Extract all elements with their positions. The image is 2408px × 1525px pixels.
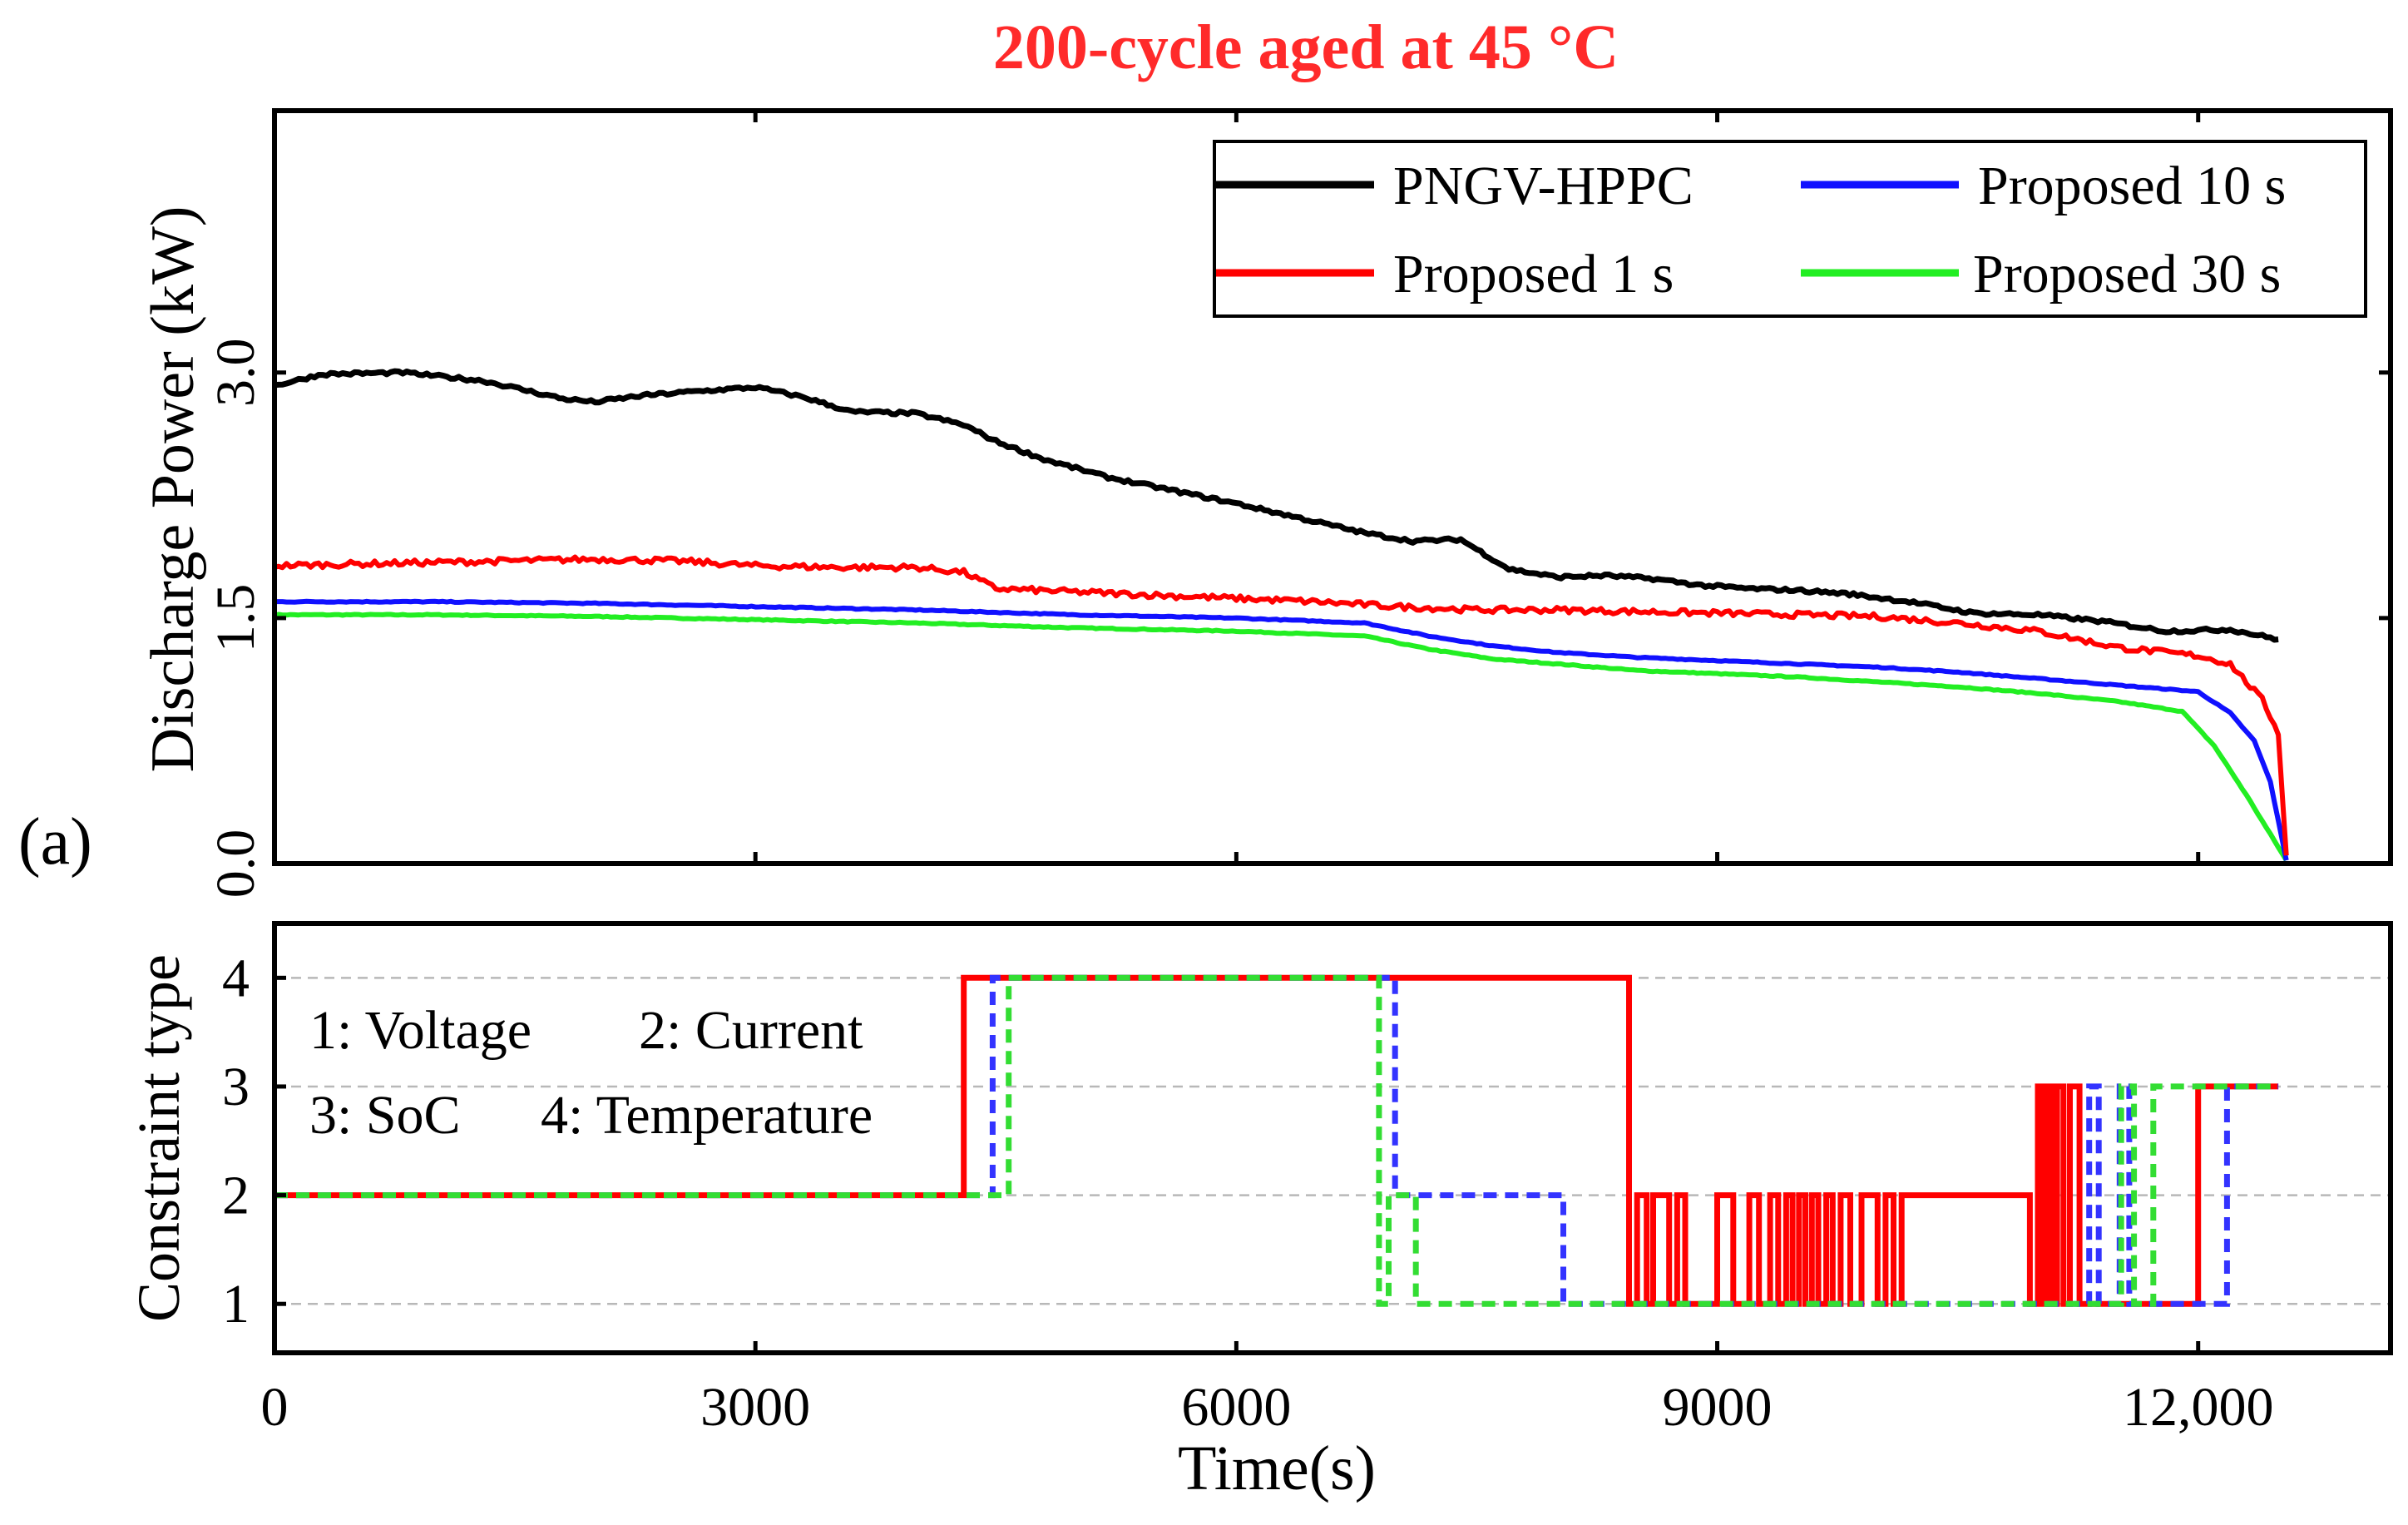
- legend-label-proposed-30s: Proposed 30 s: [1973, 244, 2281, 305]
- legend-box: [1213, 140, 2367, 318]
- panel-b-xtick-label-4: 12,000: [2123, 1377, 2274, 1438]
- series-line-pngv-hppc: [274, 368, 2279, 643]
- constraint-key-current: 2: Current: [639, 1000, 863, 1061]
- panel-b-ylabel: Constraint type: [126, 954, 192, 1322]
- legend: PNGV-HPPC Proposed 10 s Proposed 1 s Pro…: [1213, 140, 2367, 318]
- legend-label-proposed-10s: Proposed 10 s: [1978, 156, 2286, 216]
- series-line-proposed-1-s: [274, 554, 2289, 856]
- legend-item-proposed-30s: Proposed 30 s: [1801, 244, 2281, 305]
- series-line-proposed-10-s: [274, 598, 2289, 861]
- constraint-key-voltage: 1: Voltage: [309, 1000, 532, 1061]
- panel-b-ytick-label-3: 3: [222, 1057, 250, 1117]
- panel-a-label: (a): [18, 805, 92, 879]
- panel-b-xtick-label-0: 0: [261, 1377, 289, 1438]
- panel-a-frame: [272, 108, 2393, 866]
- panel-a-ytick-group: 0.0 1.5 3.0: [205, 339, 2391, 899]
- panel-b-xtick-label-3: 9000: [1663, 1377, 1773, 1438]
- legend-label-proposed-1s: Proposed 1 s: [1393, 244, 1674, 305]
- constraint-key: 1: Voltage 2: Current 3: SoC 4: Temperat…: [309, 1000, 873, 1146]
- panel-a-ytick-label-0: 0.0: [205, 829, 266, 899]
- legend-item-pngv-hppc: PNGV-HPPC: [1216, 156, 1694, 216]
- panel-a-series-group: [274, 368, 2289, 862]
- panel-b-ytick-label-1: 1: [222, 1274, 250, 1334]
- panel-b-ytick-group: 1 2 3 4: [222, 948, 286, 1334]
- panel-b-series-group: [274, 974, 2279, 1307]
- panel-b-ytick-label-2: 2: [222, 1166, 250, 1226]
- series-line-proposed-30-s: [274, 611, 2289, 862]
- panel-a: 0.0 1.5 3.0 (a) Discharge Power (kW) PNGV-…: [18, 108, 2393, 899]
- constraint-key-soc: 3: SoC: [309, 1085, 461, 1146]
- constraint-line-proposed-30-s: [274, 974, 2279, 1307]
- panel-b-xtick-label-1: 3000: [700, 1377, 810, 1438]
- panel-a-ylabel: Discharge Power (kW): [139, 206, 207, 773]
- panel-b-xtick-group: 0 3000 6000 9000 12,000: [261, 1341, 2274, 1438]
- constraint-key-temperature: 4: Temperature: [541, 1085, 873, 1146]
- panel-a-ytick-label-2: 3.0: [205, 339, 266, 408]
- panel-a-ytick-label-1: 1.5: [205, 584, 266, 653]
- panel-b-ytick-label-4: 4: [222, 948, 250, 1008]
- panel-b-xtick-label-2: 6000: [1181, 1377, 1291, 1438]
- panel-a-xtick-group: [753, 111, 2201, 864]
- panel-b-frame: [272, 921, 2393, 1355]
- panel-b-xlabel: Time(s): [1178, 1433, 1376, 1503]
- panel-b: 0 3000 6000 9000 12,000 1 2 3 4 Constraint type…: [126, 921, 2393, 1503]
- legend-item-proposed-10s: Proposed 10 s: [1801, 156, 2286, 216]
- chart-title: 200-cycle aged at 45 °C: [993, 12, 1619, 82]
- legend-label-pngv-hppc: PNGV-HPPC: [1393, 156, 1694, 216]
- constraint-line-proposed-10-s: [274, 974, 2279, 1307]
- legend-item-proposed-1s: Proposed 1 s: [1216, 244, 1674, 305]
